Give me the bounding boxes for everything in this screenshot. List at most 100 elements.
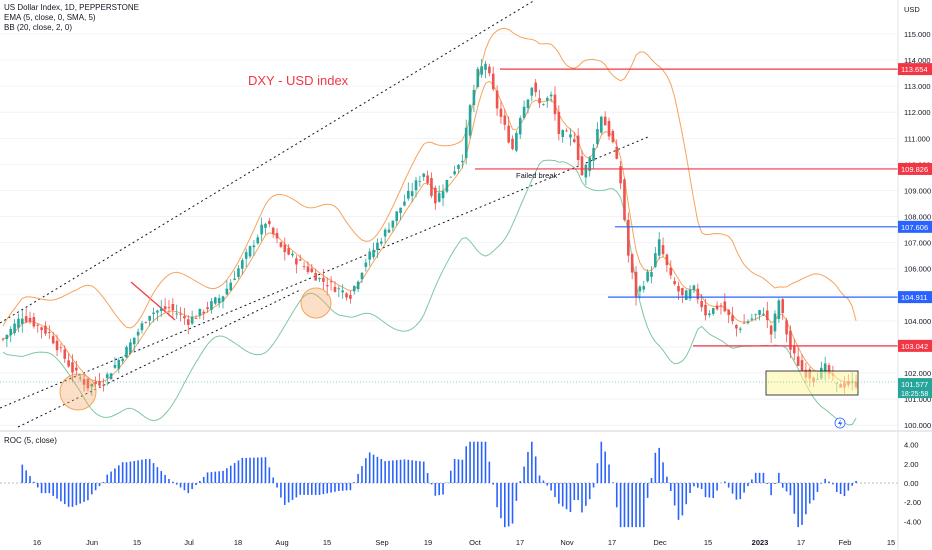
candle-body: [9, 328, 13, 336]
roc-tick-label: 4.00: [904, 441, 919, 450]
time-tick-label: 17: [608, 538, 616, 547]
candle-body: [476, 68, 480, 87]
candle-body: [125, 346, 128, 358]
candle-body: [90, 383, 94, 387]
candle-body: [515, 133, 518, 151]
candle-body: [503, 115, 507, 125]
candle-body: [63, 349, 67, 359]
candle-body: [480, 66, 483, 75]
candle-body: [356, 281, 360, 290]
candle-body: [129, 342, 132, 353]
candle-body: [627, 219, 630, 256]
candle-body: [75, 367, 78, 371]
candle-body: [507, 125, 510, 143]
bb-lower: [2, 159, 857, 426]
bb-upper: [2, 27, 857, 329]
candle-body: [434, 187, 437, 204]
time-tick-label: 18: [234, 538, 242, 547]
candle-body: [349, 294, 352, 299]
level-tag-label: 104.911: [901, 293, 928, 302]
candle-body: [268, 220, 271, 225]
candle-body: [588, 157, 592, 171]
candle-body: [777, 300, 781, 320]
candle-body: [36, 324, 40, 326]
candle-body: [179, 313, 182, 315]
candle-body: [785, 320, 788, 335]
candle-body: [314, 272, 317, 281]
current-price-label: 101.577: [901, 380, 928, 389]
candle-body: [762, 313, 765, 315]
candle-body: [40, 327, 43, 331]
candle-body: [453, 171, 456, 175]
candle-body: [742, 322, 746, 324]
candle-body: [518, 118, 522, 135]
candle-body: [206, 307, 209, 310]
candle-body: [295, 258, 298, 265]
price-tick-label: 115.000: [904, 30, 931, 39]
candle-body: [688, 289, 692, 299]
candle-body: [565, 130, 568, 132]
candle-body: [345, 293, 348, 298]
candle-body: [279, 242, 283, 247]
candle-body: [5, 334, 9, 340]
candle-body: [368, 251, 371, 260]
candle-body: [121, 358, 124, 362]
candle-body: [78, 377, 82, 379]
candle-body: [545, 97, 549, 101]
candle-body: [256, 237, 260, 244]
candle-body: [217, 298, 221, 304]
candle-body: [387, 229, 391, 233]
candle-body: [86, 378, 90, 389]
time-axis[interactable]: 16 Jun 15 Jul 18 Aug 15 Sep 19 Oct 17 Nov 17 Dec 15 202…: [33, 538, 895, 547]
candle-body: [329, 281, 333, 283]
channel-upper-line: [0, 0, 536, 324]
candle-body: [735, 324, 738, 329]
candle-body: [823, 363, 827, 373]
currency-label: USD: [904, 5, 920, 14]
candle-body: [773, 313, 777, 332]
time-tick-label: 16: [33, 538, 41, 547]
candle-body: [341, 290, 344, 293]
roc-tick-label: -2.00: [904, 498, 921, 507]
candle-body: [98, 381, 101, 386]
time-tick-label: Aug: [275, 538, 288, 547]
bb-legend[interactable]: BB (20, close, 2, 0): [4, 23, 73, 32]
candle-body: [576, 135, 580, 161]
candle-body: [186, 319, 190, 325]
candle-body: [221, 296, 225, 302]
candle-body: [237, 268, 240, 277]
roc-legend[interactable]: ROC (5, close): [4, 436, 57, 445]
candle-body: [159, 308, 163, 311]
level-tag: [898, 63, 932, 76]
candle-body: [140, 323, 144, 331]
candle-body: [59, 347, 63, 349]
lightning-icon[interactable]: [834, 417, 846, 429]
candle-body: [715, 305, 719, 310]
candle-body: [437, 193, 441, 202]
candle-body: [638, 286, 642, 292]
bollinger-bands: [2, 27, 857, 426]
candle-body: [488, 66, 491, 74]
candle-body: [731, 315, 734, 322]
candle-body: [51, 336, 55, 344]
candle-body: [17, 318, 20, 328]
candle-body: [67, 360, 70, 367]
candle-body: [156, 310, 159, 313]
candle-body: [244, 252, 248, 259]
roc-axis[interactable]: 4.00 2.00 0.00 -2.00 -4.00: [904, 441, 921, 527]
candle-body: [407, 190, 410, 199]
time-tick-label: Dec: [653, 538, 667, 547]
time-tick-label: 15: [133, 538, 141, 547]
candle-body: [318, 278, 321, 280]
highlight-zones: [59, 287, 859, 411]
price-tick-label: 104.000: [904, 317, 931, 326]
candle-body: [322, 277, 325, 282]
candle-body: [275, 232, 279, 239]
symbol-line[interactable]: US Dollar Index, 1D, PEPPERSTONE: [4, 3, 140, 12]
ema-legend[interactable]: EMA (5, close, 0, SMA, 5): [4, 13, 96, 22]
level-tag: [898, 162, 932, 175]
price-tick-label: 113.000: [904, 82, 931, 91]
countdown-label: 18:25:58: [901, 391, 928, 398]
candle-body: [461, 160, 464, 163]
